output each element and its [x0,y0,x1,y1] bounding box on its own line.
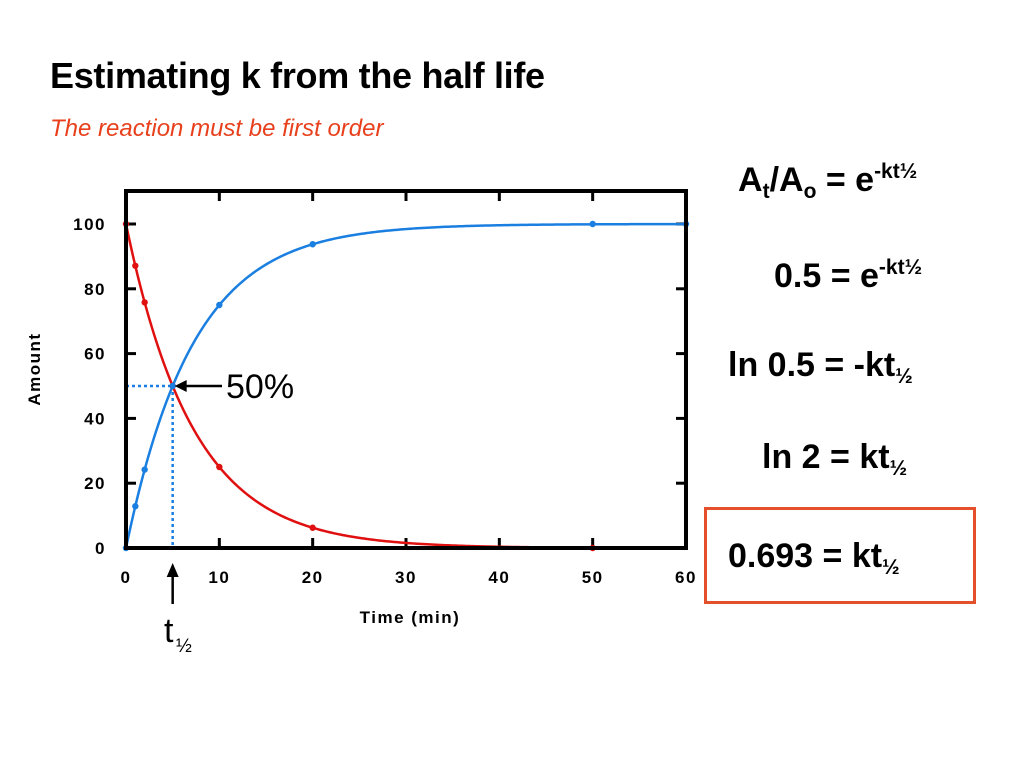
t-half-subscript: ½ [176,636,192,657]
x-tick-label: 50 [582,568,604,587]
product-point [216,301,223,309]
y-tick-label: 60 [84,345,106,364]
x-tick-label: 30 [395,568,417,587]
equation-half: 0.5 = e-kt½ [774,256,923,295]
y-tick-label: 20 [84,474,106,493]
y-axis-label: Amount [25,332,44,405]
y-tick-label: 40 [84,409,106,428]
tick-labels: 0 10 20 30 40 50 60 0 20 40 60 80 100 [73,215,697,587]
annotations: 50% t ½ [164,368,294,657]
product-point [141,466,148,473]
x-tick-label: 0 [121,568,132,587]
plot-frame [124,189,688,550]
product-point [169,382,176,390]
x-tick-label: 60 [675,568,697,587]
reactant-point [141,299,148,306]
half-life-guides [126,384,174,548]
answer-box [704,507,976,604]
fifty-percent-arrowhead [174,380,187,392]
x-tick-label: 40 [488,568,510,587]
slide-title: Estimating k from the half life [50,55,545,96]
y-tick-label: 80 [84,280,106,299]
product-point [309,241,316,248]
equation-ln-two: ln 2 = kt½ [762,438,908,480]
slide-subtitle: The reaction must be first order [50,115,384,142]
equation-ratio: At/Ao = e-kt½ [738,160,918,203]
equation-answer: 0.693 = kt½ [728,537,900,579]
equation-ln-half: ln 0.5 = -kt½ [728,346,913,388]
t-half-arrowhead [166,563,179,577]
reactant-point [132,262,139,269]
product-point [589,220,596,228]
axis-ticks [124,191,688,550]
x-tick-label: 20 [302,568,324,587]
y-tick-label: 100 [73,215,106,234]
reactant-point [309,524,316,531]
x-tick-label: 10 [208,568,230,587]
reactant-point [216,463,223,471]
t-half-label: t [164,612,174,650]
x-axis-label: Time (min) [360,608,461,627]
fifty-percent-label: 50% [226,368,294,406]
product-point [132,503,139,510]
y-tick-label: 0 [95,539,106,558]
